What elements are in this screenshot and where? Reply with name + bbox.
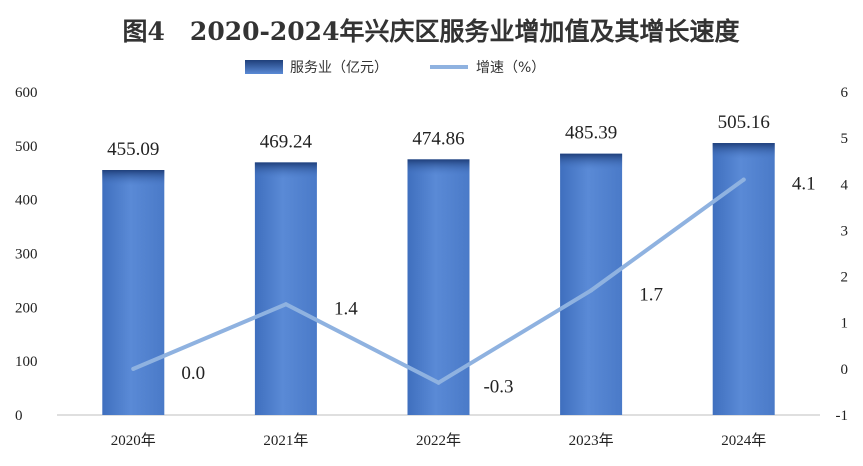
chart-title: 图4 2020-2024年兴庆区服务业增加值及其增长速度 (123, 17, 740, 46)
bar-value-label: 455.09 (107, 139, 159, 160)
bar-value-label: 485.39 (565, 123, 617, 144)
y-left-tick-label: 600 (15, 85, 38, 101)
line-series (131, 177, 746, 385)
bars (102, 143, 775, 416)
y-left-tick-label: 200 (15, 300, 38, 316)
legend: 服务业（亿元） 增速（%） (245, 60, 545, 76)
y-left-tick-label: 300 (15, 247, 38, 263)
growth-point (741, 177, 746, 182)
y-right-tick-label: 5 (841, 131, 849, 147)
y-right-tick-label: -1 (836, 408, 849, 424)
y-left-tick-label: 500 (15, 139, 38, 155)
bar (712, 143, 775, 415)
x-tick-label: 2020年 (111, 432, 156, 449)
y-right-tick-label: 6 (841, 85, 849, 101)
bar-top-shade (560, 153, 623, 170)
y-right-tick-label: 4 (841, 177, 849, 193)
x-tick-label: 2024年 (721, 432, 766, 449)
growth-value-label: 1.7 (639, 284, 663, 305)
growth-point (589, 288, 594, 293)
bar-top-shade (407, 159, 470, 176)
bar-value-label: 474.86 (412, 128, 464, 149)
axes: 0 100 200 300 400 500 600 -1 0 1 2 3 4 5 6 2020年 2021年 20… (15, 85, 849, 449)
growth-point (131, 366, 136, 371)
growth-value-label: 4.1 (792, 174, 816, 195)
bar-top-shade (102, 170, 165, 187)
y-right-tick-label: 2 (841, 270, 849, 286)
y-left-tick-label: 0 (15, 408, 23, 424)
bar-value-label: 469.24 (260, 131, 313, 152)
legend-bar-swatch (245, 60, 283, 74)
growth-point (436, 380, 441, 385)
x-tick-label: 2021年 (263, 432, 308, 449)
bar-value-label: 505.16 (718, 112, 770, 133)
bar (560, 153, 623, 416)
y-left-tick-label: 100 (15, 354, 38, 370)
x-tick-label: 2022年 (416, 432, 461, 449)
growth-point (283, 302, 288, 307)
bar (102, 170, 165, 415)
bar-top-shade (712, 143, 775, 160)
y-left-tick-label: 400 (15, 193, 38, 209)
growth-value-label: 0.0 (181, 363, 205, 384)
labels: 455.09 469.24 474.86 485.39 505.16 0.0 1.4 -0.3… (107, 112, 815, 398)
y-right-tick-label: 3 (841, 223, 849, 239)
bar (407, 159, 470, 415)
bar-top-shade (254, 162, 317, 179)
y-right-tick-label: 0 (841, 362, 849, 378)
growth-value-label: 1.4 (334, 298, 358, 319)
legend-bar-label: 服务业（亿元） (290, 60, 388, 76)
legend-line-label: 增速（%） (476, 60, 545, 76)
bar (254, 162, 317, 415)
x-tick-label: 2023年 (569, 432, 614, 449)
growth-value-label: -0.3 (483, 377, 513, 398)
y-right-tick-label: 1 (841, 316, 849, 332)
